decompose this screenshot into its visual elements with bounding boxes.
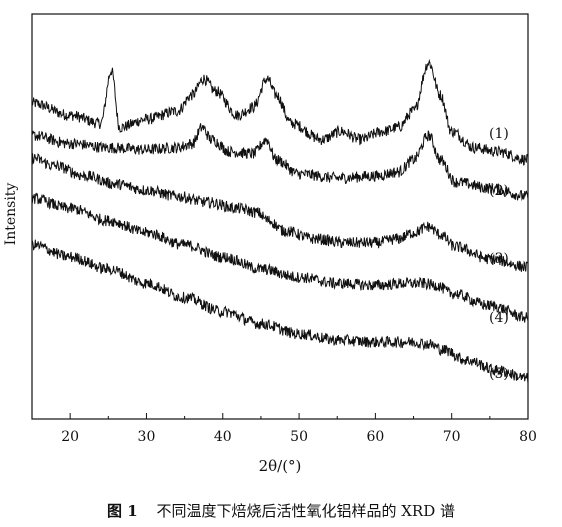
plot-frame — [31, 13, 529, 420]
figure-caption: 图 1 不同温度下焙烧后活性氧化铝样品的 XRD 谱 — [0, 500, 562, 521]
x-axis-label: 2θ/(°) — [259, 457, 302, 475]
x-tick-label: 30 — [138, 429, 156, 445]
series-line-5 — [31, 239, 529, 384]
y-axis-label: Intensity — [3, 183, 19, 246]
curves-group — [31, 58, 529, 384]
series-line-1 — [31, 58, 529, 166]
series-line-3 — [31, 152, 529, 272]
x-tick-label: 80 — [519, 429, 537, 445]
series-label-5: (1) — [489, 126, 509, 142]
x-tick-label: 20 — [61, 429, 79, 445]
x-tick-label: 70 — [443, 429, 461, 445]
figure-caption-text: 不同温度下焙烧后活性氧化铝样品的 XRD 谱 — [156, 502, 455, 520]
x-tick-label: 50 — [290, 429, 308, 445]
figure-caption-label: 图 1 — [107, 502, 138, 520]
x-axis-ticks: 20 30 40 50 60 70 80 — [31, 413, 537, 445]
series-label-3: (3) — [489, 251, 509, 267]
x-tick-label: 60 — [366, 429, 384, 445]
series-label-4: (2) — [489, 183, 509, 199]
series-label-1: (5) — [489, 366, 509, 382]
series-labels-group: (5) (4) (3) (2) (1) — [489, 126, 509, 382]
series-label-2: (4) — [489, 310, 509, 326]
x-tick-label: 40 — [214, 429, 232, 445]
series-line-2 — [31, 123, 529, 202]
series-line-4 — [31, 192, 529, 323]
